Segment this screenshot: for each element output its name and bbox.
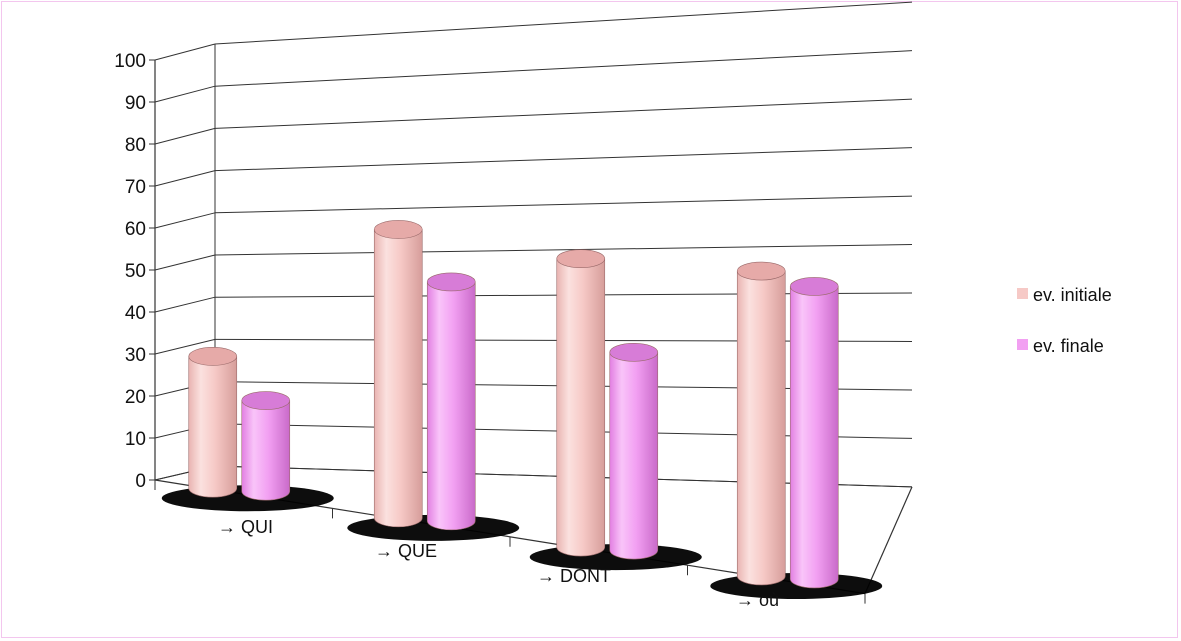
gridline (214, 98, 913, 129)
bar-finale (609, 343, 659, 560)
y-tick-label: 0 (135, 471, 146, 492)
bar-top (556, 249, 606, 268)
gridline-side (154, 254, 216, 271)
y-tick-label: 50 (125, 261, 146, 282)
legend-label: ev. finale (1033, 336, 1104, 356)
gridline (214, 195, 913, 214)
legend-swatch (1017, 339, 1028, 350)
x-category-label: → où (736, 590, 779, 610)
bar-top (241, 391, 291, 410)
legend-label: ev. initiale (1033, 285, 1112, 305)
gridline-side (154, 170, 216, 187)
bar-initiale (556, 249, 606, 557)
x-category-label: → DONT (537, 566, 611, 586)
bar-finale (789, 277, 839, 589)
gridline-side (154, 296, 216, 313)
bar-finale (241, 391, 291, 501)
gridline-side (154, 127, 216, 145)
y-tick-label: 100 (114, 51, 146, 72)
bar-top (736, 261, 786, 281)
bar-body (736, 270, 786, 586)
bar-body (188, 356, 238, 498)
bar-body (373, 229, 423, 528)
y-tick-label: 80 (125, 135, 146, 156)
bar-top (609, 343, 659, 362)
bar-body (556, 258, 606, 557)
gridline-side (154, 338, 216, 355)
bar-initiale (188, 347, 238, 498)
x-axis-side (864, 486, 913, 594)
y-tick-label: 20 (125, 387, 146, 408)
gridline (214, 147, 913, 172)
bar-initiale (373, 220, 423, 528)
y-tick-label: 30 (125, 345, 146, 366)
bar-initiale (736, 261, 786, 586)
gridline-side (154, 212, 216, 229)
bar-top (188, 347, 238, 366)
bar-body (609, 352, 659, 560)
y-tick-label: 60 (125, 219, 146, 240)
gridline-side (154, 43, 216, 61)
legend-swatch (1017, 288, 1028, 299)
y-tick-label: 40 (125, 303, 146, 324)
bar-top (789, 277, 839, 296)
bar-body (241, 400, 291, 501)
bar-top (426, 272, 476, 292)
bar-finale (426, 272, 476, 531)
bar-top (373, 220, 423, 239)
gridline-side (154, 85, 216, 103)
bar-body (426, 281, 476, 531)
y-tick-label: 10 (125, 429, 146, 450)
x-category-label: → QUI (218, 517, 273, 537)
x-category-label: → QUE (375, 541, 437, 561)
bar-body (789, 286, 839, 589)
gridline (214, 50, 913, 87)
gridline (214, 244, 913, 256)
gridline (214, 1, 913, 45)
y-tick-label: 70 (125, 177, 146, 198)
y-tick-label: 90 (125, 93, 146, 114)
